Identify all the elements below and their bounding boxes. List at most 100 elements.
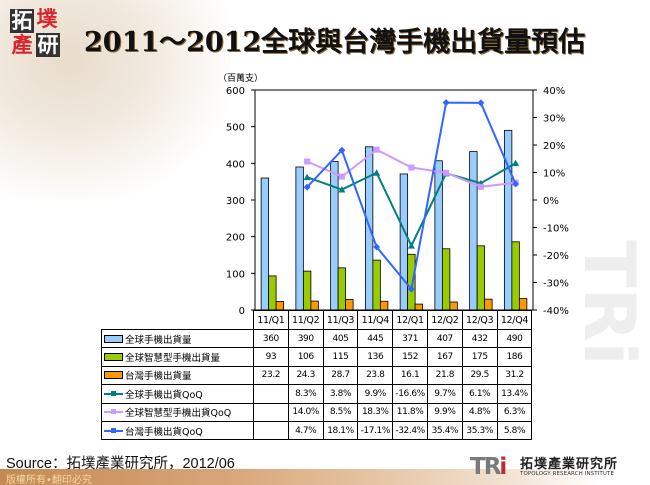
table-cell: 13.4% xyxy=(496,384,533,404)
table-row: 全球手機出貨QoQ 8.3% 3.8% 9.9% -16.6% 9.7% 6.1% 13.4% xyxy=(101,384,533,404)
tri-logo-tr: TR xyxy=(470,454,501,480)
category-header: 11/Q2 xyxy=(287,310,324,330)
table-row: 全球智慧型手機出貨量 93 106 115 136 152 167 175 186 xyxy=(101,347,533,367)
org-name-zh: 拓墣產業研究所 xyxy=(520,457,619,472)
bar-2 xyxy=(302,270,312,311)
table-cell: 175 xyxy=(461,347,498,367)
legend-label: 全球智慧型手機出貨量 xyxy=(125,353,221,365)
legend-swatch-icon xyxy=(104,371,123,380)
right-tick-label: 0% xyxy=(543,196,559,207)
left-tick-label: 600 xyxy=(226,86,245,97)
right-tick-label: 30% xyxy=(543,114,565,125)
table-cell: 405 xyxy=(322,328,359,349)
right-tick-label: -40% xyxy=(543,306,569,317)
left-tick-label: 400 xyxy=(226,159,245,170)
table-cell: -16.6% xyxy=(392,384,428,404)
legend-label: 全球手機出貨量 xyxy=(125,334,192,346)
table-cell: 14.0% xyxy=(287,402,324,422)
diamond-marker-icon xyxy=(303,183,311,191)
unit-label: （百萬支） xyxy=(218,74,264,84)
table-cell: 407 xyxy=(426,328,463,349)
table-cell: 11.8% xyxy=(392,402,428,422)
diamond-marker-icon xyxy=(477,99,485,107)
diamond-marker-icon xyxy=(407,285,415,293)
diamond-marker-icon xyxy=(512,180,520,188)
legend-label-cell: 全球智慧型手機出貨QoQ xyxy=(101,402,254,422)
table-cell: 9.9% xyxy=(426,402,463,422)
triangle-marker-icon xyxy=(373,169,381,176)
source-note: Source：拓墣產業研究所，2012/06 xyxy=(6,456,235,472)
category-header: 12/Q4 xyxy=(496,310,533,330)
table-cell: 9.7% xyxy=(426,384,463,404)
bar-1 xyxy=(399,173,409,311)
bar-3 xyxy=(275,301,285,311)
table-cell: 4.7% xyxy=(287,420,324,441)
table-cell: 16.1 xyxy=(392,365,428,386)
legend-label-cell: 全球手機出貨量 xyxy=(101,328,254,349)
tri-logo-mark: TRi xyxy=(470,454,507,480)
table-cell xyxy=(253,384,289,404)
left-tick-label: 300 xyxy=(226,196,245,207)
table-cell: 24.3 xyxy=(287,365,324,386)
table-cell: 360 xyxy=(253,328,289,349)
table-cell: 4.8% xyxy=(461,402,498,422)
left-tick-label: 200 xyxy=(226,233,245,244)
bar-1 xyxy=(260,177,270,311)
square-marker-icon xyxy=(477,183,484,190)
diamond-marker-icon xyxy=(338,146,346,154)
legend-label: 台灣手機出貨QoQ xyxy=(125,426,203,438)
table-cell: 23.2 xyxy=(253,365,289,386)
triangle-marker-icon xyxy=(512,159,520,167)
table-cell: 136 xyxy=(357,347,394,367)
legend-swatch-icon xyxy=(104,353,123,362)
table-row: 全球智慧型手機出貨QoQ 14.0% 8.5% 18.3% 11.8% 9.9% 4.8% 6… xyxy=(101,402,533,422)
square-marker-icon xyxy=(373,146,380,153)
table-cell: 167 xyxy=(426,347,463,367)
bar-2 xyxy=(476,245,486,311)
bar-3 xyxy=(345,299,354,311)
legend-label: 全球手機出貨QoQ xyxy=(125,389,203,401)
triangle-marker-icon xyxy=(303,173,311,181)
combo-chart: 0100200300400500600-40%-30%-20%-10%0%10%… xyxy=(226,86,569,317)
table-corner xyxy=(101,310,254,330)
org-logo: TRi 拓墣產業研究所 TOPOLOGY RESEARCH INSTITUTE xyxy=(470,452,645,482)
watermark-right: TRi xyxy=(570,240,650,366)
table-cell: 8.3% xyxy=(287,384,324,404)
legend-line-icon xyxy=(104,390,123,398)
legend-label: 全球智慧型手機出貨QoQ xyxy=(125,408,232,420)
table-cell: 390 xyxy=(287,328,324,349)
copyright-note: 版權所有•翻印必究 xyxy=(6,475,92,485)
bar-3 xyxy=(518,298,528,311)
legend-label: 台灣手機出貨量 xyxy=(125,371,192,383)
table-cell xyxy=(253,420,289,441)
right-tick-label: -20% xyxy=(543,251,569,262)
table-cell: 152 xyxy=(392,347,428,367)
table-cell: -17.1% xyxy=(357,420,394,441)
table-cell: 371 xyxy=(392,328,428,349)
table-cell: 5.8% xyxy=(496,420,533,441)
category-header: 11/Q3 xyxy=(322,310,359,330)
category-header: 12/Q3 xyxy=(461,310,498,330)
table-cell: 432 xyxy=(461,328,498,349)
page-title: 2011～2012全球與台灣手機出貨量預估 xyxy=(84,27,586,58)
bar-2 xyxy=(372,259,381,311)
table-cell: 35.4% xyxy=(426,420,463,441)
table-cell: 186 xyxy=(496,347,533,367)
bar-2 xyxy=(441,248,451,311)
bar-2 xyxy=(511,241,520,311)
right-tick-label: -10% xyxy=(543,224,569,235)
bar-3 xyxy=(484,298,493,311)
square-marker-icon xyxy=(408,164,415,171)
table-cell: 490 xyxy=(496,328,533,349)
table-cell: 23.8 xyxy=(357,365,394,386)
category-header: 12/Q1 xyxy=(392,310,428,330)
table-row: 台灣手機出貨QoQ 4.7% 18.1% -17.1% -32.4% 35.4% 35.3%… xyxy=(101,420,533,441)
brand-logo: 拓 墣 產 研 xyxy=(8,7,62,57)
table-cell: 3.8% xyxy=(322,384,359,404)
legend-label-cell: 台灣手機出貨QoQ xyxy=(101,420,254,441)
logo-char-1: 拓 xyxy=(10,8,34,33)
table-cell xyxy=(253,402,289,422)
table-cell: 8.5% xyxy=(322,402,359,422)
table-cell: 115 xyxy=(322,347,359,367)
category-header: 12/Q2 xyxy=(426,310,463,330)
